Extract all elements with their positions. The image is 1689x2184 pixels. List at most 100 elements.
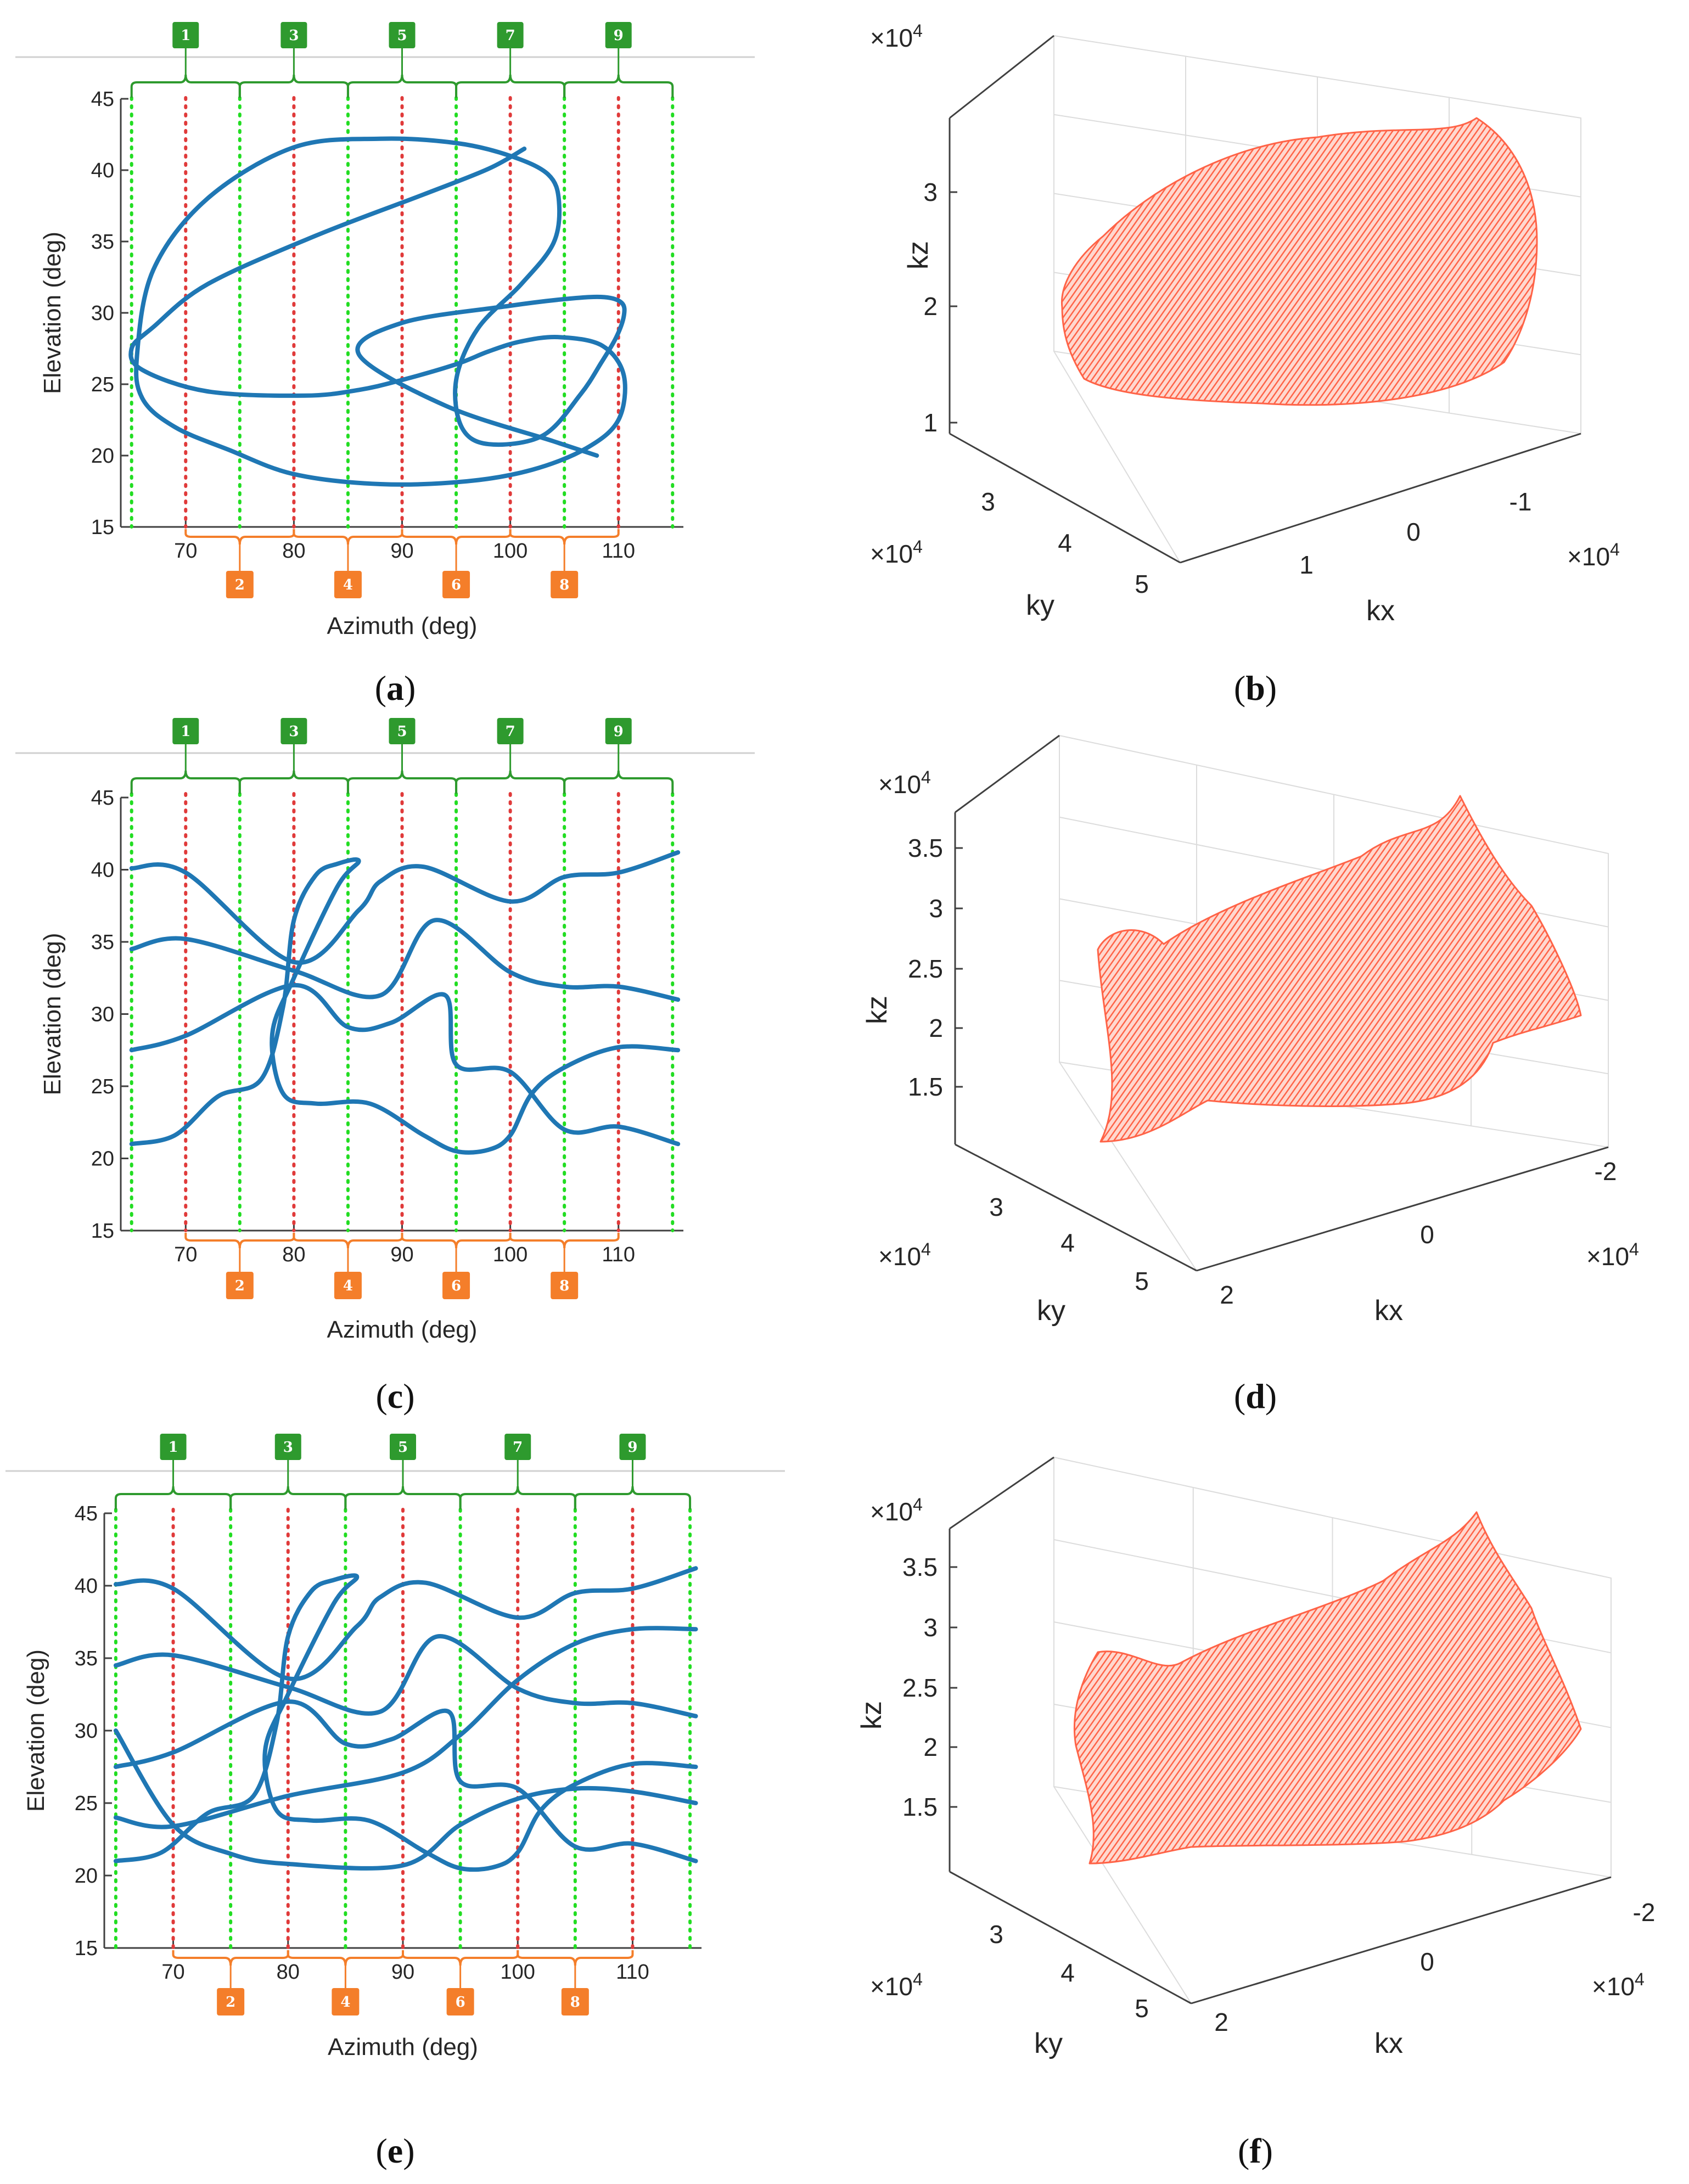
- bottom-brace: [184, 1233, 295, 1249]
- caption-b: (b): [1234, 669, 1277, 708]
- kz-tick-label: 1: [923, 408, 938, 437]
- ky-tick-label: 4: [1058, 529, 1072, 557]
- kx-exponent: ×104: [1567, 540, 1620, 571]
- orange-section-label: 8: [559, 577, 569, 593]
- caption-e: (e): [375, 2131, 414, 2170]
- kx-axis-label: kx: [1374, 2028, 1403, 2059]
- y-axis-label: Elevation (deg): [23, 1649, 49, 1812]
- green-section-badge: [605, 718, 632, 744]
- x-tick-label: 70: [174, 1243, 197, 1266]
- y-tick-label: 35: [75, 1647, 98, 1670]
- y-tick-label: 45: [75, 1502, 98, 1525]
- x-tick-label: 80: [277, 1961, 300, 1984]
- orange-section-label: 2: [226, 1994, 235, 2011]
- kx-tick-label: -2: [1633, 1898, 1656, 1927]
- top-brace: [130, 74, 241, 98]
- kz-exponent: ×104: [870, 21, 923, 52]
- top-brace: [229, 1486, 347, 1509]
- kspace-point-cloud: [1060, 117, 1538, 406]
- green-section-badge: [389, 718, 416, 744]
- top-brace: [238, 74, 349, 98]
- kz-tick-label: 3.5: [908, 834, 943, 862]
- orange-section-label: 8: [570, 1994, 580, 2011]
- ky-tick-label: 3: [981, 487, 995, 516]
- y-tick-label: 40: [91, 859, 114, 882]
- trajectory-series-5: [113, 1626, 698, 1829]
- kz-tick-label: 3: [923, 1613, 938, 1642]
- bottom-brace: [293, 1233, 403, 1249]
- green-section-label: 5: [397, 723, 407, 740]
- kz-axis-label: kz: [856, 1701, 888, 1730]
- orange-section-badge: [551, 571, 579, 598]
- orange-section-badge: [442, 1272, 470, 1299]
- orange-section-badge: [442, 571, 470, 598]
- trajectory-series-4: [129, 857, 681, 1155]
- y-tick-label: 45: [91, 88, 114, 111]
- kz-tick-label: 2: [923, 1733, 938, 1761]
- orange-section-badge: [226, 1272, 254, 1299]
- top-brace: [238, 770, 349, 794]
- green-section-label: 7: [513, 1439, 523, 1456]
- kx-exponent: ×104: [1586, 1239, 1639, 1271]
- top-brace: [455, 74, 566, 98]
- x-tick-label: 90: [390, 1243, 413, 1266]
- x-axis-label: Azimuth (deg): [328, 2034, 478, 2061]
- top-brace: [130, 770, 241, 794]
- orange-section-label: 6: [451, 577, 461, 593]
- kx-tick-label: 2: [1220, 1281, 1234, 1309]
- x-axis-label: Azimuth (deg): [327, 613, 478, 639]
- y-tick-label: 30: [91, 302, 114, 325]
- top-brace: [563, 74, 674, 98]
- caption-d: (d): [1234, 1377, 1277, 1416]
- x-tick-label: 80: [282, 540, 305, 563]
- orange-section-badge: [446, 1988, 474, 2015]
- kz-axis-label: kz: [861, 996, 893, 1024]
- orange-section-label: 2: [235, 1278, 245, 1294]
- kz-tick-label: 1.5: [908, 1073, 943, 1101]
- green-section-badge: [389, 22, 416, 48]
- green-section-label: 3: [289, 723, 299, 740]
- orange-section-label: 4: [343, 577, 353, 593]
- green-section-badge: [390, 1434, 416, 1460]
- trajectory-series-1: [128, 136, 627, 487]
- x-tick-label: 110: [602, 540, 635, 563]
- trajectory-series-3: [113, 1699, 698, 1863]
- kx-tick-label: 1: [1299, 551, 1314, 579]
- panel-d-kspace-chart: 1.5 2 2.5 3 3.5 3 4 5 2 0 -2 ×104 ×104 ×104 kx ky kz: [861, 734, 1639, 1327]
- ky-tick-label: 5: [1135, 570, 1149, 598]
- green-section-badge: [160, 1434, 187, 1460]
- y-tick-label: 25: [91, 1075, 114, 1098]
- y-tick-label: 15: [91, 516, 114, 539]
- green-section-label: 1: [181, 27, 190, 44]
- kx-tick-label: 0: [1406, 518, 1421, 546]
- bottom-brace: [293, 529, 403, 545]
- top-brace: [574, 1486, 692, 1509]
- orange-section-badge: [226, 571, 254, 598]
- orange-section-badge: [217, 1988, 245, 2015]
- ky-axis-label: ky: [1037, 1295, 1065, 1327]
- green-section-badge: [497, 718, 524, 744]
- orange-section-badge: [334, 1272, 362, 1299]
- ky-axis-label: ky: [1026, 589, 1054, 621]
- ky-exponent: ×104: [878, 1239, 931, 1271]
- ky-exponent: ×104: [870, 1969, 923, 2001]
- green-section-label: 9: [614, 27, 624, 44]
- green-section-label: 3: [283, 1439, 293, 1456]
- y-tick-label: 35: [91, 931, 114, 954]
- kx-axis: [1180, 433, 1581, 564]
- orange-section-badge: [551, 1272, 579, 1299]
- green-section-label: 5: [398, 1439, 408, 1456]
- ky-tick-label: 4: [1060, 1228, 1075, 1257]
- y-tick-label: 15: [75, 1937, 98, 1960]
- panel-b-kspace-chart: 1 2 3 3 4 5 1 0 -1 ×104 ×104 ×104 kx ky kz: [870, 21, 1620, 627]
- kx-axis: [1191, 1876, 1612, 2005]
- orange-section-label: 6: [451, 1278, 461, 1294]
- kz-tick-label: 3: [929, 894, 943, 923]
- caption-a: (a): [375, 669, 416, 708]
- y-tick-label: 40: [91, 159, 114, 182]
- orange-section-label: 4: [343, 1278, 353, 1294]
- green-section-label: 7: [506, 723, 515, 740]
